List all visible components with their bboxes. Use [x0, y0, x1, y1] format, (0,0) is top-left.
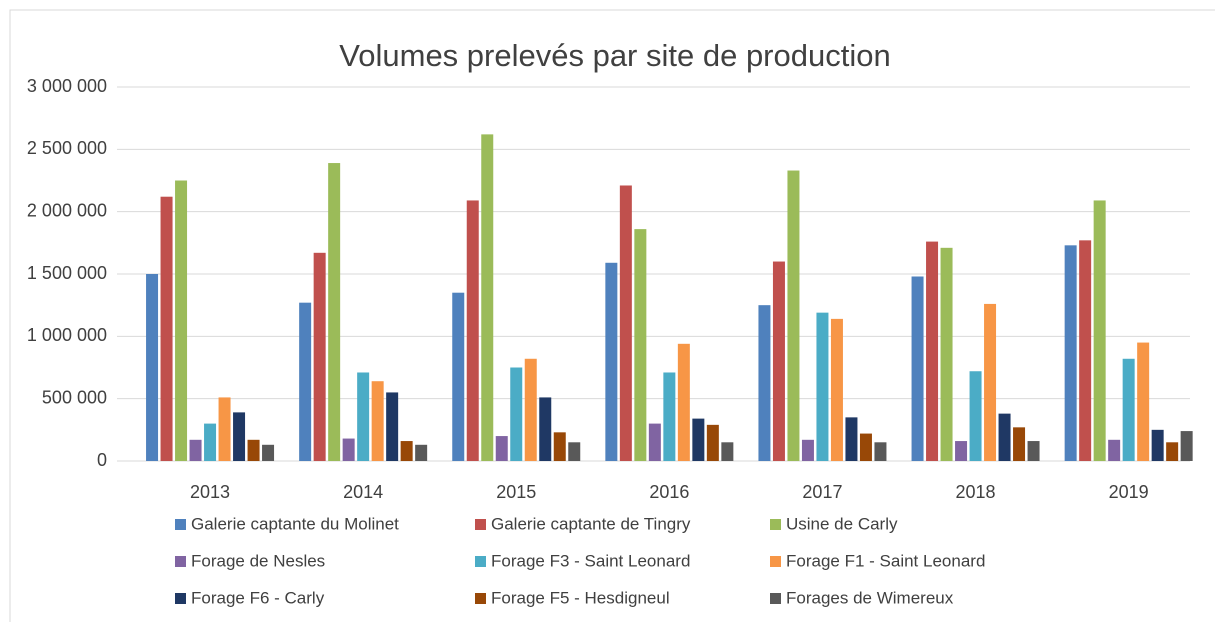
- legend-label: Forages de Wimereux: [786, 588, 954, 607]
- bar: [1151, 429, 1164, 461]
- bar: [189, 439, 202, 461]
- legend-swatch: [770, 593, 781, 604]
- bar: [1166, 442, 1179, 461]
- x-tick-label: 2015: [496, 482, 536, 502]
- bar: [648, 423, 661, 461]
- bar: [371, 381, 384, 461]
- bar: [1122, 358, 1135, 461]
- legend-label: Galerie captante de Tingry: [491, 514, 691, 533]
- bar: [1013, 427, 1026, 461]
- bar: [247, 439, 260, 461]
- legend-swatch: [770, 519, 781, 530]
- x-tick-label: 2016: [649, 482, 689, 502]
- bar: [299, 302, 312, 461]
- bar: [663, 372, 676, 461]
- x-tick-label: 2017: [802, 482, 842, 502]
- bar: [553, 432, 566, 461]
- y-tick-label: 1 000 000: [27, 325, 107, 345]
- bar: [1064, 245, 1077, 461]
- bar: [342, 438, 355, 461]
- bar: [568, 442, 581, 461]
- legend-swatch: [770, 556, 781, 567]
- y-tick-label: 0: [97, 450, 107, 470]
- bar: [787, 170, 800, 461]
- bar: [955, 441, 968, 461]
- bar: [940, 247, 953, 461]
- bar: [969, 371, 982, 461]
- bar: [466, 200, 479, 462]
- legend-label: Forage F6 - Carly: [191, 588, 325, 607]
- legend-label: Galerie captante du Molinet: [191, 514, 399, 533]
- bar: [539, 397, 552, 461]
- bar: [874, 442, 887, 461]
- bar: [313, 252, 326, 461]
- legend-label: Forage de Nesles: [191, 551, 325, 570]
- bar: [1027, 441, 1040, 461]
- bar: [721, 442, 734, 461]
- bar: [204, 423, 217, 461]
- bar: [1093, 200, 1106, 462]
- legend-swatch: [475, 593, 486, 604]
- legend-label: Forage F1 - Saint Leonard: [786, 551, 985, 570]
- bar: [218, 397, 231, 461]
- x-tick-label: 2013: [190, 482, 230, 502]
- bar: [146, 274, 159, 461]
- bar: [415, 444, 428, 461]
- bar: [926, 241, 939, 461]
- bar: [605, 262, 618, 461]
- bar: [801, 439, 814, 461]
- legend-label: Forage F3 - Saint Leonard: [491, 551, 690, 570]
- x-tick-label: 2019: [1109, 482, 1149, 502]
- y-tick-label: 3 000 000: [27, 76, 107, 96]
- legend-swatch: [175, 556, 186, 567]
- bar: [510, 367, 523, 461]
- bar: [481, 134, 494, 461]
- legend-label: Forage F5 - Hesdigneul: [491, 588, 670, 607]
- bar: [692, 418, 705, 461]
- bar: [845, 417, 858, 461]
- bar: [1180, 431, 1193, 461]
- bar: [1079, 240, 1092, 461]
- bar: [911, 276, 924, 461]
- bar: [160, 196, 173, 461]
- bar: [758, 305, 771, 461]
- bar: [859, 433, 872, 461]
- y-tick-label: 500 000: [42, 387, 107, 407]
- bar: [998, 413, 1011, 461]
- bar: [328, 163, 341, 461]
- bar: [619, 185, 632, 461]
- bar: [524, 358, 537, 461]
- bar: [772, 261, 785, 461]
- legend-swatch: [475, 519, 486, 530]
- bar: [1108, 439, 1121, 461]
- legend-swatch: [475, 556, 486, 567]
- bar: [386, 392, 399, 461]
- bar: [495, 436, 508, 461]
- bar: [984, 303, 997, 461]
- bar: [1137, 342, 1150, 461]
- bar: [634, 229, 647, 461]
- bar: [233, 412, 246, 461]
- chart-border: [9, 9, 1215, 622]
- bar: [816, 312, 829, 461]
- chart-title: Volumes prelevés par site de production: [339, 38, 890, 73]
- bar: [677, 343, 690, 461]
- legend-swatch: [175, 519, 186, 530]
- legend-swatch: [175, 593, 186, 604]
- x-tick-label: 2014: [343, 482, 383, 502]
- bar: [262, 444, 275, 461]
- y-tick-label: 2 500 000: [27, 138, 107, 158]
- y-tick-label: 2 000 000: [27, 200, 107, 220]
- bar: [357, 372, 370, 461]
- bar: [175, 180, 188, 461]
- bar: [706, 424, 719, 461]
- bar: [830, 318, 843, 461]
- bar: [452, 292, 465, 461]
- legend-label: Usine de Carly: [786, 514, 898, 533]
- x-tick-label: 2018: [956, 482, 996, 502]
- bar: [400, 441, 413, 461]
- y-tick-label: 1 500 000: [27, 263, 107, 283]
